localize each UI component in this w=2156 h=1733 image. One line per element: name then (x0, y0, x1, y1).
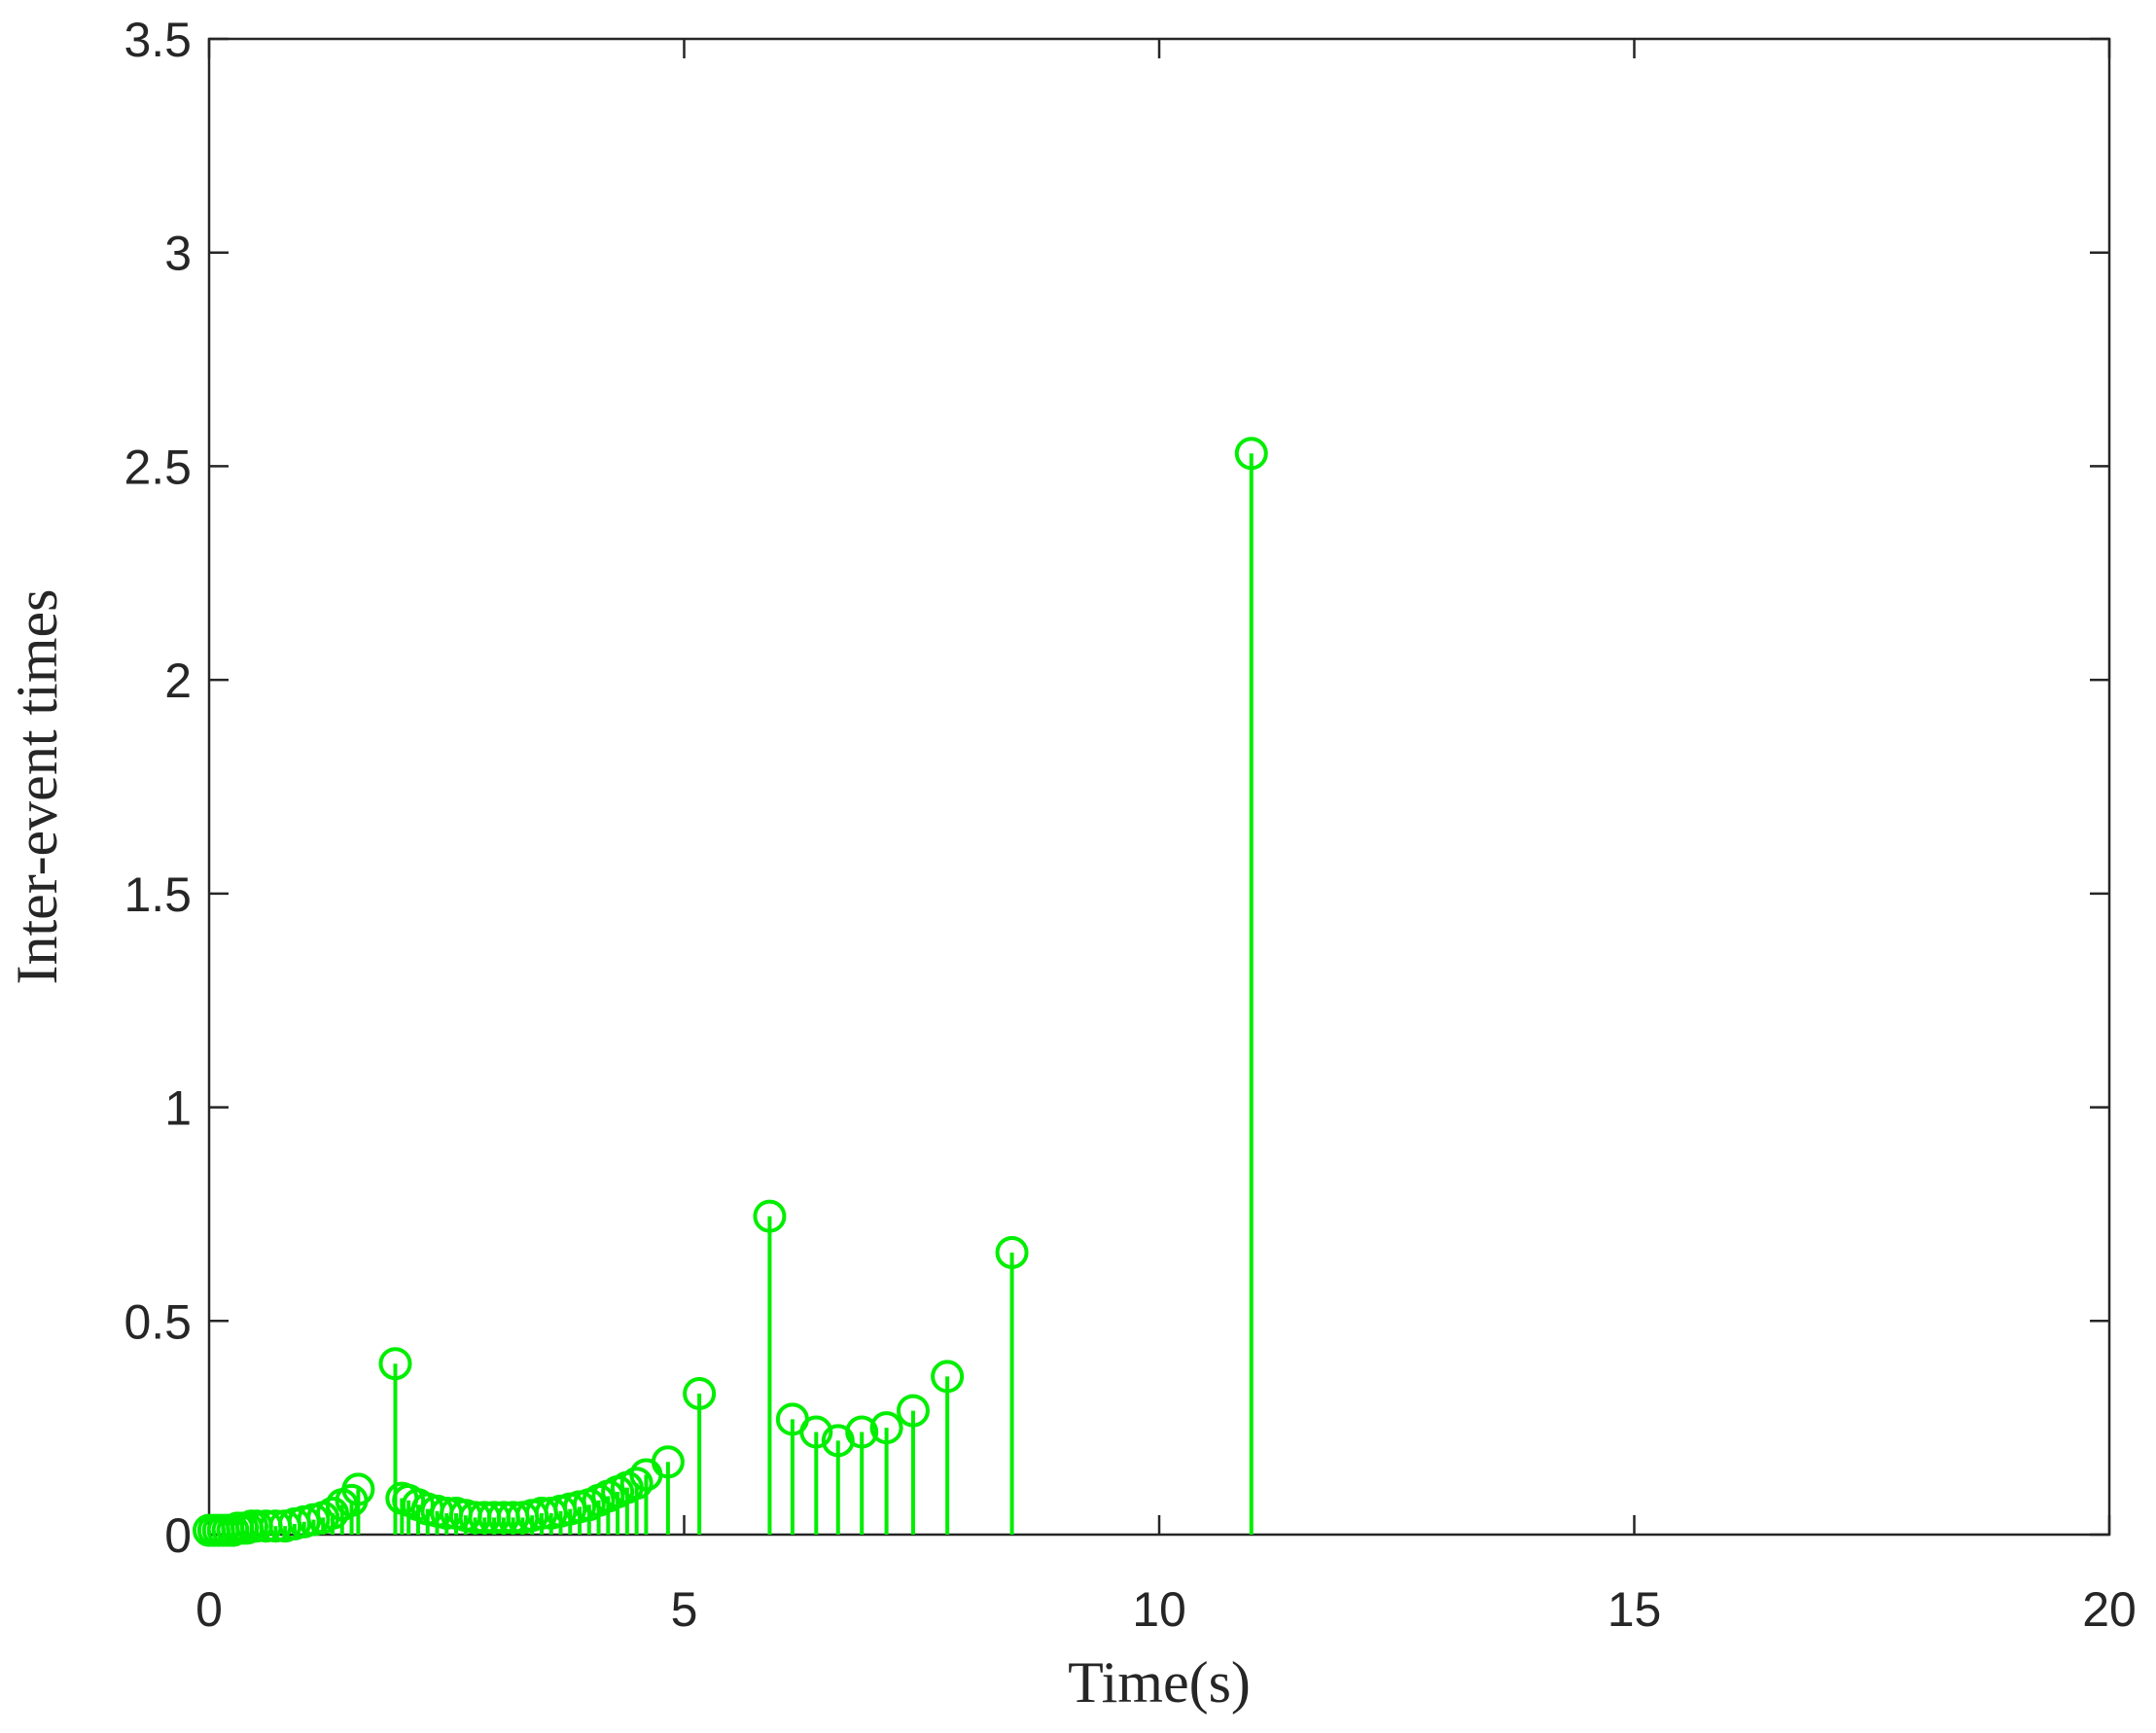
stem-marker (683, 1376, 717, 1410)
stem-marker (869, 1411, 903, 1445)
y-tick-label: 1.5 (124, 867, 192, 922)
stem-marker (995, 1235, 1029, 1269)
y-tick-label: 3.5 (124, 13, 192, 67)
plot-frame (207, 37, 2111, 1537)
y-axis-label: Inter-event times (5, 589, 69, 985)
x-tick-label: 10 (1132, 1582, 1186, 1637)
stem-marker (753, 1199, 787, 1233)
y-tick-label: 0.5 (124, 1294, 192, 1349)
y-tick-label: 3 (164, 227, 192, 281)
stem-marker (1234, 437, 1268, 471)
x-tick-label: 20 (2082, 1582, 2137, 1637)
stem-marker (651, 1445, 685, 1479)
y-tick-label: 2.5 (124, 440, 192, 494)
x-axis-label: Time(s) (1068, 1650, 1251, 1715)
stem-marker (896, 1394, 930, 1428)
stem-marker (821, 1424, 855, 1458)
stem-marker (619, 1467, 654, 1501)
stem-marker (799, 1415, 833, 1449)
stem-marker (341, 1472, 375, 1506)
stem-marker (931, 1360, 965, 1394)
y-tick-label: 2 (164, 654, 192, 708)
y-tick-label: 1 (164, 1081, 192, 1136)
x-tick-label: 15 (1608, 1582, 1662, 1637)
stem-marker (378, 1347, 412, 1381)
x-tick-label: 0 (195, 1582, 223, 1637)
y-tick-label: 0 (164, 1508, 192, 1563)
x-tick-label: 5 (671, 1582, 698, 1637)
stem-marker (845, 1415, 879, 1449)
